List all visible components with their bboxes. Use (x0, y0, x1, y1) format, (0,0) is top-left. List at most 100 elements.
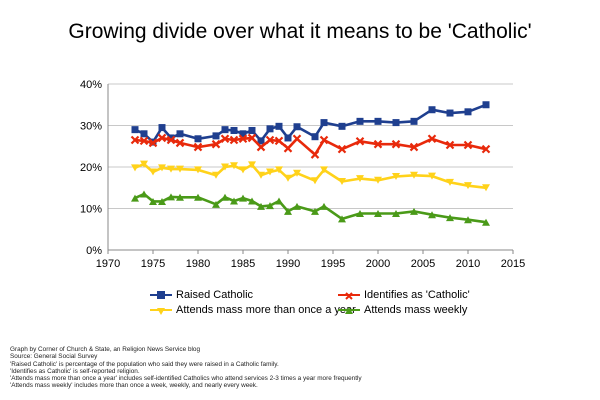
data-point (320, 166, 328, 174)
series-line (134, 103, 487, 144)
data-point (274, 136, 284, 146)
legend-swatch (150, 305, 172, 315)
data-point (319, 135, 329, 145)
note-line: 'Identifies as Catholic' is self-reporte… (10, 367, 140, 375)
x-tick-label: 1970 (96, 258, 120, 270)
data-point (166, 135, 176, 145)
data-point (292, 134, 302, 144)
chart-title: Growing divide over what it means to be … (68, 20, 532, 43)
y-tick-label: 40% (80, 79, 102, 91)
data-point (266, 168, 274, 176)
note-line: 'Attends mass more than once a year' inc… (10, 375, 362, 383)
data-point (248, 161, 256, 169)
x-tick-label: 2010 (456, 258, 480, 270)
data-point (338, 215, 346, 223)
data-point (409, 142, 419, 152)
data-point (446, 178, 454, 186)
data-point (140, 160, 148, 168)
x-tick-label: 2000 (366, 258, 390, 270)
data-point (410, 117, 418, 125)
data-point (230, 197, 238, 205)
legend-swatch (150, 290, 172, 300)
data-point (283, 144, 293, 153)
data-point (157, 133, 167, 143)
data-point (464, 108, 472, 116)
data-point (256, 142, 266, 152)
data-point (373, 139, 383, 149)
chart-legend: Raised Catholic Identifies as 'Catholic' A… (150, 289, 530, 316)
legend-swatch (338, 290, 360, 300)
data-point (211, 139, 221, 149)
x-tick-label: 1975 (141, 258, 165, 270)
x-tick-label: 1985 (231, 258, 255, 270)
data-point (238, 134, 248, 144)
data-point (482, 101, 490, 109)
data-point (337, 144, 347, 154)
data-point (266, 125, 274, 133)
data-point (176, 165, 184, 173)
data-point (131, 194, 139, 202)
data-point (284, 174, 292, 182)
data-point (230, 126, 238, 134)
data-point (311, 177, 319, 185)
data-point (320, 202, 328, 210)
data-point (131, 164, 139, 172)
data-point (284, 134, 292, 142)
note-line: 'Raised Catholic' is percentage of the p… (10, 360, 279, 368)
data-point (158, 124, 166, 132)
data-point (167, 165, 175, 173)
data-point (221, 126, 229, 134)
data-point (130, 135, 140, 145)
data-point (311, 207, 319, 215)
data-point (482, 218, 490, 226)
data-point (463, 140, 473, 150)
data-point (239, 166, 247, 174)
data-point (257, 202, 265, 210)
legend-item: Raised Catholic (150, 289, 338, 301)
data-point (374, 117, 382, 125)
data-point (193, 142, 203, 152)
data-point (284, 207, 292, 215)
data-point (257, 171, 265, 179)
data-point (355, 136, 365, 146)
data-point (356, 175, 364, 183)
data-point (338, 122, 346, 130)
data-point (131, 126, 139, 134)
y-tick-label: 0% (86, 245, 102, 257)
data-point (320, 119, 328, 127)
data-point (140, 130, 148, 138)
data-point (391, 139, 401, 149)
data-point (229, 135, 239, 145)
legend-label: Attends mass more than once a year (176, 304, 356, 316)
note-line: 'Attends mass weekly' includes more than… (10, 382, 258, 390)
data-point (167, 193, 175, 201)
data-point (293, 123, 301, 131)
data-point (445, 140, 455, 150)
y-tick-label: 20% (80, 162, 102, 174)
data-point (139, 136, 149, 146)
data-point (482, 184, 490, 192)
legend-item: Identifies as 'Catholic' (338, 289, 530, 301)
data-point (427, 134, 437, 144)
data-point (247, 133, 257, 143)
data-point (194, 193, 202, 201)
data-point (338, 178, 346, 186)
data-point (311, 133, 319, 141)
data-point (410, 171, 418, 179)
x-tick-label: 1990 (276, 258, 300, 270)
data-point (266, 202, 274, 210)
data-point (428, 211, 436, 219)
data-point (176, 130, 184, 138)
data-point (239, 130, 247, 138)
data-point (176, 193, 184, 201)
data-point (464, 182, 472, 190)
data-point (392, 209, 400, 217)
legend-label: Raised Catholic (176, 289, 254, 301)
x-tick-label: 2015 (501, 258, 525, 270)
y-tick-label: 30% (80, 121, 102, 133)
series-line (134, 192, 487, 224)
note-line: Graph by Corner of Church & State, an Re… (10, 346, 201, 353)
data-point (293, 169, 301, 177)
note-line: Source: General Social Survey (10, 353, 98, 361)
